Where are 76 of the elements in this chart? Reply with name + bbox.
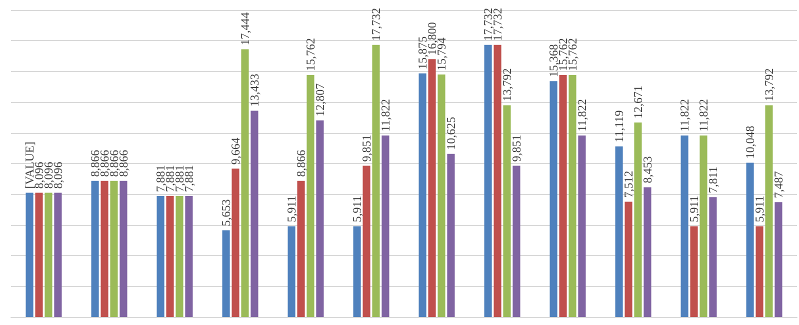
bar	[362, 166, 370, 317]
bar	[447, 154, 455, 317]
bar	[222, 230, 230, 317]
data-label: 17,732	[368, 8, 383, 41]
bar	[166, 196, 174, 317]
data-label: 5,653	[219, 199, 234, 226]
bar	[559, 75, 567, 317]
bar	[438, 74, 446, 317]
bar	[512, 166, 520, 317]
bar	[578, 136, 586, 317]
data-label: 8,453	[640, 156, 654, 184]
bar	[550, 81, 558, 317]
bar	[232, 168, 240, 317]
data-label: 12,671	[630, 86, 645, 118]
bar	[120, 180, 128, 317]
data-label: 7,512	[622, 170, 636, 198]
data-label: 9,851	[509, 134, 524, 162]
bar	[316, 120, 324, 317]
data-label: 11,822	[574, 98, 589, 132]
bar	[680, 136, 688, 317]
bar	[382, 136, 390, 317]
data-label: 13,792	[500, 68, 514, 102]
bar	[100, 180, 108, 317]
bar	[746, 162, 754, 317]
data-label: 8,866	[294, 150, 308, 177]
bar	[634, 122, 642, 317]
bar	[35, 192, 43, 317]
bar	[306, 75, 314, 317]
data-label: 13,792	[762, 68, 776, 102]
data-label: 11,822	[378, 98, 392, 132]
bar	[615, 146, 623, 317]
data-label: 5,911	[350, 196, 364, 222]
bar	[709, 197, 717, 317]
data-label: 11,822	[678, 98, 692, 132]
bar	[774, 202, 782, 317]
bar	[765, 105, 773, 317]
bar	[288, 226, 296, 317]
data-label: 10,625	[444, 116, 458, 150]
data-label: 13,433	[247, 74, 262, 107]
data-label: 5,911	[284, 196, 299, 222]
bar	[756, 226, 764, 317]
data-label: 5,911	[687, 196, 702, 222]
bar	[418, 73, 426, 317]
bar	[503, 105, 511, 317]
bar	[353, 226, 361, 317]
bar	[624, 202, 632, 317]
data-label: 15,762	[303, 38, 318, 72]
bar	[26, 192, 34, 317]
data-label: 9,664	[228, 138, 243, 165]
bar	[568, 75, 576, 317]
bar	[297, 180, 305, 317]
bar	[372, 44, 380, 317]
bar	[484, 44, 492, 317]
bar	[250, 110, 258, 317]
bar	[44, 192, 52, 317]
data-label: 11,822	[696, 98, 710, 132]
bar	[185, 196, 193, 317]
data-label: 12,807	[312, 83, 327, 116]
data-label: 5,911	[752, 196, 767, 222]
data-label: 11,119	[612, 110, 626, 142]
bar	[494, 44, 502, 317]
data-label: 7,811	[706, 166, 720, 194]
data-label: 10,048	[743, 126, 758, 159]
data-label: 9,851	[360, 134, 374, 162]
bar	[156, 196, 164, 317]
bar	[176, 196, 184, 317]
bar	[54, 192, 62, 317]
bar	[700, 136, 708, 317]
bar	[644, 187, 652, 317]
data-label: 7,487	[771, 171, 786, 198]
bar	[690, 226, 698, 317]
bar	[110, 180, 118, 317]
bar	[91, 180, 99, 317]
bar	[428, 59, 436, 317]
data-label: 17,444	[238, 12, 252, 46]
bar	[241, 49, 249, 317]
